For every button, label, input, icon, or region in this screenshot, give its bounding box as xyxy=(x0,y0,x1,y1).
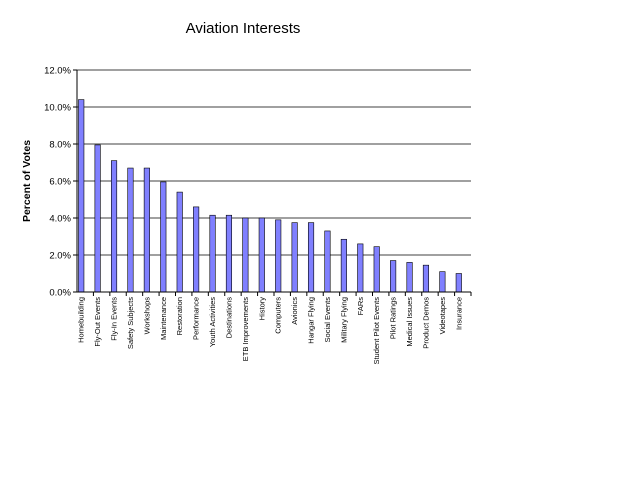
x-category-label: Videotapes xyxy=(438,297,447,335)
y-axis-label: Percent of Votes xyxy=(21,140,33,222)
x-category-label: Fly-Out Events xyxy=(93,297,102,347)
x-category-label: FARs xyxy=(356,297,365,316)
y-tick-label: 2.0% xyxy=(49,251,71,262)
bar-medical-issues xyxy=(406,262,413,293)
bar-student-pilot-events xyxy=(373,246,380,293)
bar-fars xyxy=(357,243,364,293)
x-category-label: Homebuilding xyxy=(77,297,86,343)
x-axis-categories: Homebuilding Fly-Out Events Fly-In Events S… xyxy=(77,292,472,365)
x-category-label: Avionics xyxy=(290,297,299,325)
bar-avionics xyxy=(291,222,298,293)
gridlines xyxy=(77,69,471,256)
bar-pilot-ratings xyxy=(390,260,397,293)
y-tick-label: 10.0% xyxy=(44,103,71,114)
bar-destinations xyxy=(225,214,233,293)
bar-insurance xyxy=(455,273,462,293)
x-category-label: Social Events xyxy=(323,297,332,343)
x-category-label: Youth Activities xyxy=(208,297,217,347)
bar-youth-activities xyxy=(209,214,216,293)
y-tick-label: 12.0% xyxy=(44,66,71,77)
bar-homebuilding xyxy=(78,99,85,293)
x-category-label: Product Demos xyxy=(421,297,430,349)
bar-videotapes xyxy=(439,271,446,293)
bar-etb-improvements xyxy=(242,217,249,293)
bar-maintenance xyxy=(160,181,167,293)
x-category-label: Medical Issues xyxy=(405,297,414,347)
bar-product-demos xyxy=(422,264,430,293)
bar-performance xyxy=(193,206,200,293)
y-tick-label: 0.0% xyxy=(49,288,71,299)
bar-workshops xyxy=(143,167,150,293)
bar-history xyxy=(258,217,265,293)
x-category-label: History xyxy=(257,297,266,321)
x-category-label: Hangar Flying xyxy=(307,297,316,344)
bar-restoration xyxy=(176,191,183,293)
x-category-label: Safety Subjects xyxy=(126,297,135,349)
x-category-label: Pilot Ratings xyxy=(389,297,398,339)
bars xyxy=(78,99,462,293)
y-tick-label: 8.0% xyxy=(49,140,71,151)
y-tick-label: 6.0% xyxy=(49,177,71,188)
bar-fly-out-events xyxy=(94,144,101,293)
bar-hangar-flying xyxy=(307,222,315,293)
x-category-label: Workshops xyxy=(142,297,151,335)
bar-safety-subjects xyxy=(127,167,134,293)
x-category-label: Computers xyxy=(274,297,283,334)
y-axis-ticks: 0.0% 2.0% 4.0% 6.0% 8.0% 10.0% 12.0% xyxy=(44,66,77,299)
y-tick-label: 4.0% xyxy=(49,214,71,225)
x-category-label: Fly-In Events xyxy=(110,297,119,341)
bar-fly-in-events xyxy=(110,160,118,293)
x-category-label: Military Flying xyxy=(339,297,348,343)
bar-social-events xyxy=(324,230,331,293)
x-category-label: Restoration xyxy=(175,297,184,335)
x-category-label: Performance xyxy=(192,297,201,340)
x-category-label: ETB Improvements xyxy=(241,297,250,361)
x-category-label: Student Pilot Events xyxy=(372,297,381,365)
bar-military-flying xyxy=(340,238,347,293)
x-category-label: Destinations xyxy=(224,297,233,339)
x-category-label: Maintenance xyxy=(159,297,168,340)
x-category-label: Insurance xyxy=(454,297,463,330)
chart-title: Aviation Interests xyxy=(186,20,301,37)
bar-computers xyxy=(275,219,282,293)
